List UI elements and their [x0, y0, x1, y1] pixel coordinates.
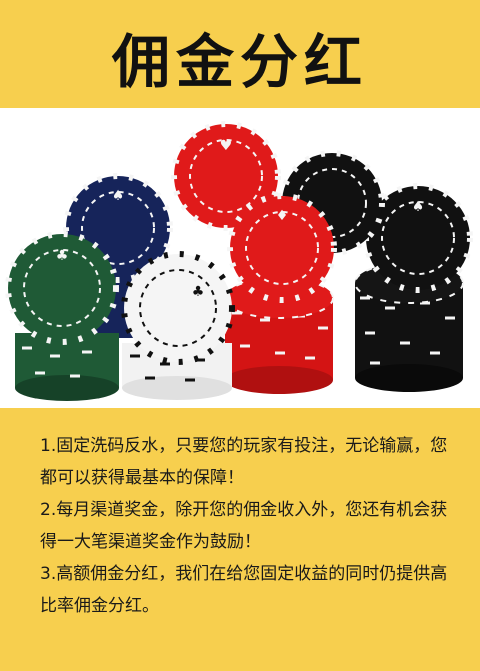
svg-text:♠: ♠: [412, 199, 425, 215]
svg-text:♣: ♣: [56, 248, 69, 264]
black-chip-upright: ♠: [363, 183, 473, 293]
svg-text:♣: ♣: [192, 284, 205, 300]
green-chip-stack: [15, 333, 119, 401]
benefit-item-3: 3.高额佣金分红，我们在给您固定收益的同时仍提供高比率佣金分红。: [40, 564, 448, 616]
poker-chips-image: ♠ ♥: [0, 108, 480, 408]
red-chip-top: ♥: [171, 121, 281, 231]
svg-text:♦: ♦: [276, 208, 289, 224]
benefit-item-1: 1.固定洗码反水，只要您的玩家有投注，无论输赢，您都可以获得最基本的保障！: [40, 436, 448, 488]
benefits-list: 1.固定洗码反水，只要您的玩家有投注，无论输赢，您都可以获得最基本的保障！ 2.…: [0, 408, 480, 671]
benefit-item-2: 2.每月渠道奖金，除开您的佣金收入外，您还有机会获得一大笔渠道奖金作为鼓励！: [40, 500, 448, 552]
page-title: 佣金分红: [111, 28, 368, 96]
svg-text:♠: ♠: [112, 188, 125, 204]
svg-text:♥: ♥: [220, 138, 233, 154]
page-header: 佣金分红: [0, 0, 480, 108]
red-chip-front: ♦: [227, 193, 337, 303]
white-chip-upright: ♣: [121, 251, 235, 365]
poker-chips-illustration: ♠ ♥: [5, 121, 473, 401]
green-chip-upright: ♣: [5, 231, 119, 345]
